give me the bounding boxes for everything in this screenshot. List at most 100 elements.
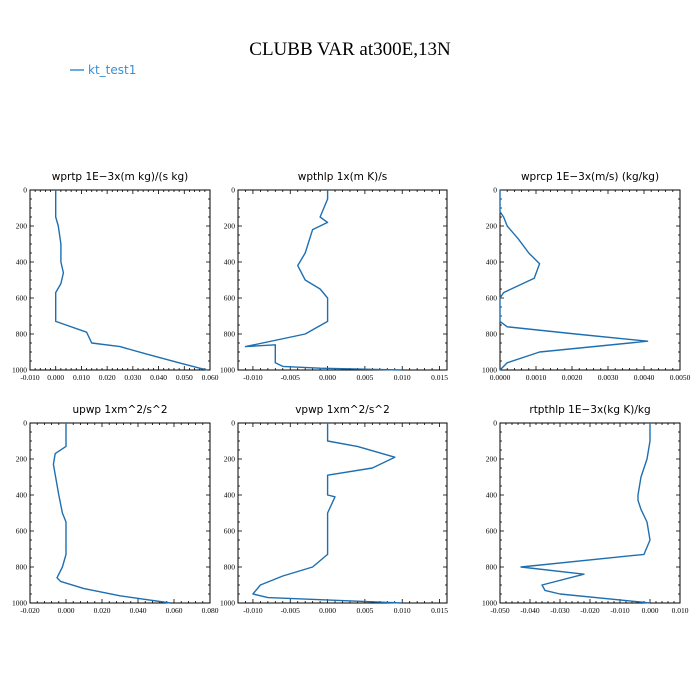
series-line [52,423,171,604]
figure-title: CLUBB VAR at300E,13N [249,39,451,60]
x-tick-label: 0.005 [356,373,373,382]
x-tick-label: 0.040 [130,606,147,615]
series-line [520,423,651,604]
plot-frame [29,189,211,371]
x-tick-label: 0.010 [394,606,411,615]
y-tick-label: 800 [486,563,498,572]
x-tick-label: -0.010 [20,373,40,382]
panel-title: wpthlp 1x(m K)/s [298,171,388,183]
y-tick-label: 800 [224,563,236,572]
x-tick-label: 0.005 [356,606,373,615]
y-tick-label: 200 [486,222,498,231]
x-tick-label: -0.010 [243,606,263,615]
x-tick-label: 0.010 [672,606,689,615]
y-tick-label: 200 [224,455,236,464]
y-tick-label: 1000 [482,366,497,375]
x-tick-label: 0.015 [431,606,448,615]
y-tick-label: 1000 [482,599,497,608]
x-tick-label: 0.060 [166,606,183,615]
series-line [252,423,403,604]
y-tick-label: 400 [224,258,236,267]
panel-title: upwp 1xm^2/s^2 [73,404,168,416]
y-tick-label: 800 [224,330,236,339]
series-line [55,190,208,371]
x-tick-label: 0.000 [319,373,336,382]
y-tick-label: 1000 [220,599,235,608]
panel-title: wprtp 1E−3x(m kg)/(s kg) [52,171,189,183]
y-tick-label: 0 [231,186,235,195]
y-tick-label: 800 [486,330,498,339]
y-tick-label: 0 [231,419,235,428]
y-tick-label: 800 [16,330,28,339]
y-tick-label: 0 [493,419,497,428]
panel-title: wprcp 1E−3x(m/s) (kg/kg) [521,171,659,183]
y-tick-label: 400 [486,491,498,500]
x-tick-label: 0.0000 [490,373,511,382]
y-tick-label: 1000 [12,366,27,375]
y-tick-label: 400 [224,491,236,500]
x-tick-label: -0.010 [610,606,630,615]
x-tick-label: 0.000 [47,373,64,382]
x-tick-label: -0.030 [550,606,570,615]
y-tick-label: 400 [486,258,498,267]
x-tick-label: -0.005 [281,373,301,382]
y-tick-label: 600 [16,294,28,303]
y-tick-label: 200 [16,222,28,231]
x-tick-label: 0.010 [394,373,411,382]
y-tick-label: 600 [486,294,498,303]
x-tick-label: 0.040 [150,373,167,382]
x-tick-label: -0.020 [20,606,40,615]
x-tick-label: 0.000 [319,606,336,615]
panel-title: rtpthlp 1E−3x(kg K)/kg [529,404,650,416]
y-tick-label: 400 [16,491,28,500]
y-tick-label: 600 [16,527,28,536]
x-tick-label: 0.0010 [526,373,547,382]
plot-frame [499,422,681,604]
y-tick-label: 1000 [220,366,235,375]
x-tick-label: 0.0040 [634,373,655,382]
plot-frame [499,189,681,371]
x-tick-label: -0.040 [520,606,540,615]
x-tick-label: -0.050 [490,606,510,615]
x-tick-label: 0.060 [202,373,219,382]
x-tick-label: 0.030 [124,373,141,382]
panel-title: vpwp 1xm^2/s^2 [295,404,390,416]
y-tick-label: 600 [224,294,236,303]
y-tick-label: 400 [16,258,28,267]
y-tick-label: 0 [23,419,27,428]
plot-frame [237,422,448,604]
x-tick-label: 0.020 [94,606,111,615]
plot-frame [29,422,211,604]
y-tick-label: 200 [16,455,28,464]
chart-panel: wprtp 1E−3x(m kg)/(s kg) 0 200 400 600 800 100… [12,171,219,382]
x-tick-label: 0.000 [642,606,659,615]
x-tick-label: 0.080 [202,606,219,615]
chart-panel: wpthlp 1x(m K)/s 0 200 400 600 800 1000 -0.010 -… [220,171,448,382]
y-tick-label: 200 [224,222,236,231]
y-tick-label: 200 [486,455,498,464]
y-tick-label: 0 [493,186,497,195]
chart-panel: wprcp 1E−3x(m/s) (kg/kg) 0 200 400 600 800 100… [482,171,691,382]
x-tick-label: 0.0030 [598,373,619,382]
x-tick-label: 0.020 [99,373,116,382]
y-tick-label: 0 [23,186,27,195]
x-tick-label: 0.010 [73,373,90,382]
y-tick-label: 800 [16,563,28,572]
y-tick-label: 1000 [12,599,27,608]
x-tick-label: -0.010 [243,373,263,382]
chart-panel: vpwp 1xm^2/s^2 0 200 400 600 800 1000 -0.010 -0.… [220,404,448,615]
series-line [499,190,649,371]
x-tick-label: -0.005 [281,606,301,615]
x-tick-label: 0.050 [176,373,193,382]
chart-panel: upwp 1xm^2/s^2 0 200 400 600 800 1000-0.020 0.0… [12,404,219,615]
plot-frame [237,189,448,371]
legend-label: kt_test1 [88,63,136,77]
panel-grid: wprtp 1E−3x(m kg)/(s kg) 0 200 400 600 800 100… [12,171,691,615]
series-line [244,190,403,371]
y-tick-label: 600 [224,527,236,536]
x-tick-label: 0.0020 [562,373,583,382]
x-tick-label: -0.020 [580,606,600,615]
y-tick-label: 600 [486,527,498,536]
x-tick-label: 0.0050 [670,373,691,382]
